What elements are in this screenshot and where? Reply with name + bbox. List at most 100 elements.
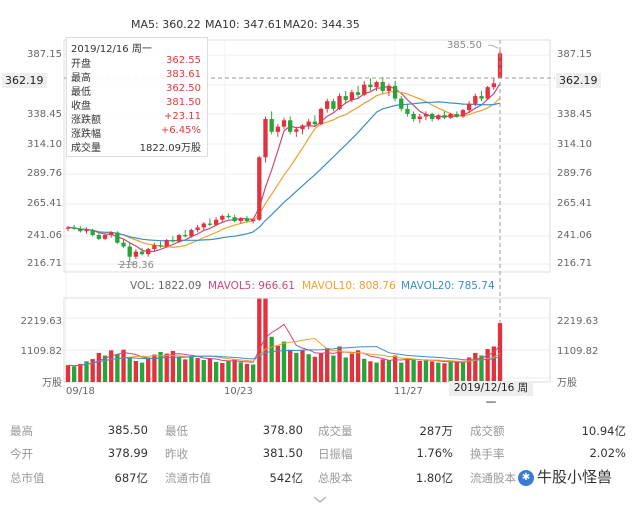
candle-body xyxy=(294,129,299,132)
volume-bar xyxy=(226,361,231,382)
stat-value: 542亿 xyxy=(269,471,303,485)
volume-bar xyxy=(399,362,404,382)
chevron-down-icon[interactable] xyxy=(310,494,330,506)
candle-body xyxy=(405,108,410,114)
price-tick-label: 289.76 xyxy=(27,168,62,179)
volume-bar xyxy=(392,355,398,382)
volume-bar xyxy=(78,363,83,382)
volume-bar xyxy=(442,363,447,382)
stat-value: 2.02% xyxy=(589,446,626,460)
current-price-left: 362.19 xyxy=(2,73,47,88)
vol-axis-unit-right: 万股 xyxy=(557,378,577,389)
candle-body xyxy=(288,120,293,132)
candle-body xyxy=(368,84,373,88)
volume-bar xyxy=(411,360,416,382)
candle-body xyxy=(96,235,102,239)
candle-body xyxy=(411,113,416,120)
volume-bar xyxy=(139,362,145,382)
candle-body xyxy=(232,217,237,222)
info-key: 成交量 xyxy=(71,143,101,154)
volume-bar xyxy=(96,352,102,382)
stat-value: 10.94亿 xyxy=(581,424,626,438)
volume-bar xyxy=(368,361,373,382)
candle-body xyxy=(170,240,176,242)
stat-label: 流通股本 xyxy=(470,471,516,485)
candle-body xyxy=(207,223,213,225)
candle-body xyxy=(442,115,447,118)
vol-axis-top-right: 2219.63 xyxy=(557,316,599,327)
volume-bar xyxy=(250,364,256,382)
price-frame xyxy=(63,39,551,273)
candle-body xyxy=(417,116,422,120)
volume-bar xyxy=(497,323,503,382)
cursor-date-tag: 2019/12/16 周一 xyxy=(449,381,533,409)
volume-bar xyxy=(158,351,163,382)
candle-body xyxy=(473,96,478,104)
volume-bar xyxy=(244,363,250,382)
candle-body xyxy=(423,113,429,117)
stat-label: 总股本 xyxy=(318,471,353,485)
stat-label: 流通市值 xyxy=(165,471,211,485)
quote-stats: 最高 385.50 最低 378.80 成交量 287万 成交额 10.94亿 … xyxy=(0,415,640,495)
volume-bar xyxy=(121,349,126,382)
candle-body xyxy=(306,121,311,126)
stat-label: 换手率 xyxy=(470,447,505,461)
candle-body xyxy=(362,84,367,95)
candle-body xyxy=(176,235,182,242)
price-tick-label: 241.06 xyxy=(27,230,62,241)
volume-bar xyxy=(65,365,71,382)
volume-bar xyxy=(294,352,299,382)
volume-bar xyxy=(386,360,392,382)
price-tick-label: 289.76 xyxy=(557,168,592,179)
volume-bar xyxy=(318,352,324,382)
volume-bar xyxy=(238,362,243,382)
candle-body xyxy=(152,245,157,250)
volume-bar xyxy=(325,348,330,382)
candle-body xyxy=(146,249,151,255)
stat-label: 最低 xyxy=(165,424,188,438)
volume-bar xyxy=(448,361,453,382)
candle-body xyxy=(485,87,490,99)
low-marker-leader xyxy=(118,261,136,265)
high-marker: 385.50 xyxy=(447,40,482,51)
watermark-text: 牛股小怪兽 xyxy=(537,468,613,486)
candle-body xyxy=(257,157,262,220)
stat-value: 381.50 xyxy=(262,446,303,460)
volume-bar xyxy=(380,359,385,382)
info-key: 涨跌幅 xyxy=(71,129,101,140)
price-tick-label: 216.71 xyxy=(27,258,62,269)
price-tick-label: 241.06 xyxy=(557,230,592,241)
ma5-label: MA5: 360.22 xyxy=(131,18,201,31)
stat-value: 287万 xyxy=(419,424,453,438)
volume-bar xyxy=(343,357,348,382)
candle-body xyxy=(158,245,163,247)
volume-bar xyxy=(362,358,367,382)
candle-body xyxy=(343,96,348,100)
price-tick-label: 216.71 xyxy=(557,258,592,269)
mavol10-label: MAVOL10: 808.76 xyxy=(302,280,396,292)
candle-body xyxy=(90,229,95,236)
candle-body xyxy=(238,218,243,222)
info-key: 收盘 xyxy=(71,101,91,112)
candle-body xyxy=(460,110,466,117)
candle-body xyxy=(429,113,435,120)
volume-bar xyxy=(275,345,280,382)
volume-bar xyxy=(90,359,95,382)
volume-bar xyxy=(263,298,268,382)
candle-body xyxy=(201,223,206,228)
info-value: 362.50 xyxy=(166,83,201,94)
candle-body xyxy=(399,98,404,109)
candle-body xyxy=(436,115,441,120)
candle-body xyxy=(72,227,77,229)
mavol10-line xyxy=(67,337,501,367)
volume-bar xyxy=(257,298,262,382)
candle-body xyxy=(392,85,398,99)
vol-axis-mid-left: 1109.82 xyxy=(20,346,62,357)
info-key: 最高 xyxy=(71,73,91,84)
volume-bar xyxy=(72,366,77,382)
stat-label: 日振幅 xyxy=(318,447,353,461)
volume-bar xyxy=(146,358,151,382)
volume-bar xyxy=(109,350,114,382)
candle-body xyxy=(263,119,268,158)
volume-bar xyxy=(355,350,361,382)
